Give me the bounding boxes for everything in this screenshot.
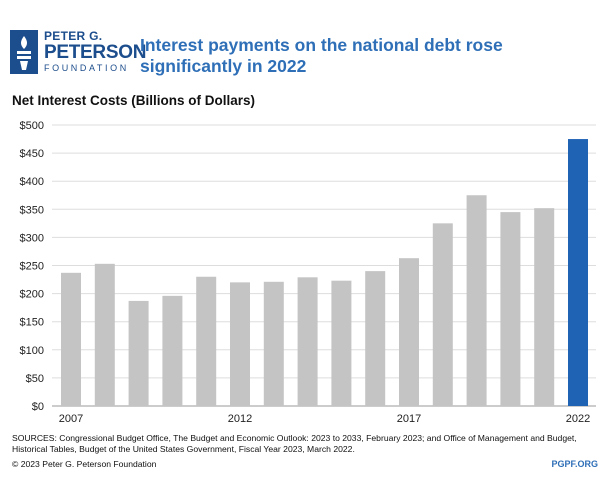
- y-axis-ticks: $500 $450 $400 $350 $300 $250 $200 $150 $100 $50 $…: [20, 120, 44, 413]
- y-tick-label: $50: [26, 373, 44, 385]
- y-tick-label: $500: [20, 120, 44, 132]
- y-tick-label: $0: [32, 401, 44, 413]
- site-link[interactable]: PGPF.ORG: [551, 459, 598, 469]
- bar-2020: [500, 212, 521, 406]
- y-tick-label: $300: [20, 232, 44, 244]
- bar-2013: [263, 281, 284, 406]
- y-tick-label: $200: [20, 289, 44, 301]
- torch-icon: [10, 30, 38, 74]
- chart-subtitle: Net Interest Costs (Billions of Dollars): [12, 93, 256, 108]
- bar-2008: [94, 263, 115, 406]
- sources-text: SOURCES: Congressional Budget Office, Th…: [12, 433, 577, 454]
- bar-2018: [432, 223, 453, 406]
- bar-2010: [162, 295, 183, 406]
- bar-2017: [399, 258, 419, 406]
- bar-2007: [61, 272, 81, 406]
- bar-2015: [331, 280, 352, 406]
- bar-2021: [534, 208, 555, 406]
- x-axis-ticks: 2007 2012 2017 2022: [59, 413, 590, 425]
- logo-line-3: FOUNDATION: [44, 63, 129, 73]
- chart-title: Interest payments on the national debt r…: [140, 35, 503, 76]
- bar-2022: [568, 139, 588, 407]
- y-tick-label: $250: [20, 261, 44, 273]
- y-tick-label: $150: [20, 317, 44, 329]
- sources-note: SOURCES: Congressional Budget Office, Th…: [12, 433, 602, 455]
- logo-line-1: PETER G.: [44, 29, 103, 43]
- copyright: © 2023 Peter G. Peterson Foundation: [12, 459, 157, 469]
- x-tick-label: 2007: [59, 413, 83, 425]
- bar-2009: [128, 300, 149, 406]
- x-tick-label: 2017: [397, 413, 421, 425]
- bar-2016: [365, 271, 386, 406]
- y-tick-label: $100: [20, 345, 44, 357]
- x-tick-label: 2012: [228, 413, 252, 425]
- bar-2014: [297, 277, 318, 406]
- pgpf-logo: PETER G. PETERSON FOUNDATION: [10, 30, 146, 78]
- bar-2019: [466, 195, 487, 406]
- y-tick-label: $450: [20, 148, 44, 160]
- logo-line-2: PETERSON: [44, 42, 147, 63]
- x-tick-label: 2022: [566, 413, 590, 425]
- y-tick-label: $400: [20, 176, 44, 188]
- bar-2011: [196, 276, 217, 406]
- bar-chart: $500 $450 $400 $350 $300 $250 $200 $150 $100 $50 $…: [20, 120, 596, 425]
- bars: [61, 139, 588, 407]
- bar-2012: [230, 282, 250, 406]
- y-tick-label: $350: [20, 204, 44, 216]
